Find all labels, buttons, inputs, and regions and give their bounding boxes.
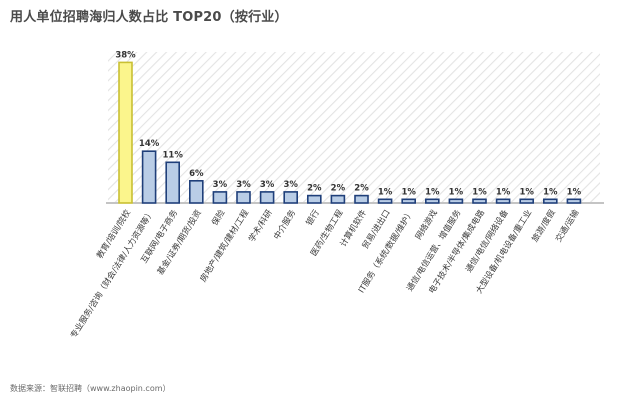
bar-12 [377,198,393,204]
value-label-20: 1% [567,187,582,197]
bar-6 [236,191,251,204]
value-label-10: 2% [331,184,346,194]
bar-1 [118,61,133,204]
value-label-4: 6% [189,169,204,179]
x-tick-label-8: 中介服务 [271,208,297,241]
value-label-14: 1% [425,187,440,197]
x-tick-label-20: 交通/运输 [553,207,581,243]
value-label-2: 14% [139,139,160,149]
x-tick-label-17: 通信/电信/网络设备 [463,207,510,274]
value-label-12: 1% [378,187,393,197]
bar-9 [306,194,322,204]
bar-8 [283,191,299,204]
x-tick-label-9: 银行 [304,208,321,227]
value-label-16: 1% [472,187,487,197]
bar-4 [189,180,204,204]
value-label-7: 3% [260,180,275,190]
value-label-15: 1% [449,187,464,197]
bar-18 [519,198,535,204]
value-label-13: 1% [401,187,416,197]
value-label-11: 2% [354,184,369,194]
bar-7 [259,191,275,204]
value-label-17: 1% [496,187,511,197]
bar-13 [401,198,417,204]
bar-5 [212,191,228,204]
x-tick-label-5: 保险 [209,207,227,227]
bar-2 [141,150,157,204]
value-label-6: 3% [236,180,251,190]
data-source-note: 数据来源：智联招聘（www.zhaopin.com） [10,384,171,393]
value-label-19: 1% [543,187,558,197]
x-tick-label-6: 房地产/建筑/建材/工程 [198,208,250,284]
bar-10 [330,194,346,204]
x-tick-label-7: 学术/科研 [246,208,274,244]
bar-19 [542,198,558,204]
value-label-3: 11% [163,150,184,160]
bar-14 [424,198,440,204]
value-label-5: 3% [213,180,228,190]
bar-20 [566,198,582,204]
x-tick-label-4: 基金/证券/期货/投资 [155,208,203,277]
bar-16 [472,198,487,204]
bar-17 [495,198,511,204]
bar-3 [165,161,180,204]
bar-15 [448,198,464,204]
plot-background-hatch [108,52,600,202]
value-label-18: 1% [519,187,534,197]
value-label-8: 3% [283,180,298,190]
value-label-1: 38% [115,50,136,60]
bar-11 [354,194,369,204]
value-label-9: 2% [307,184,322,194]
x-tick-label-14: 网络游戏 [413,208,439,241]
chart-title: 用人单位招聘海归人数占比 TOP20（按行业） [10,10,288,25]
